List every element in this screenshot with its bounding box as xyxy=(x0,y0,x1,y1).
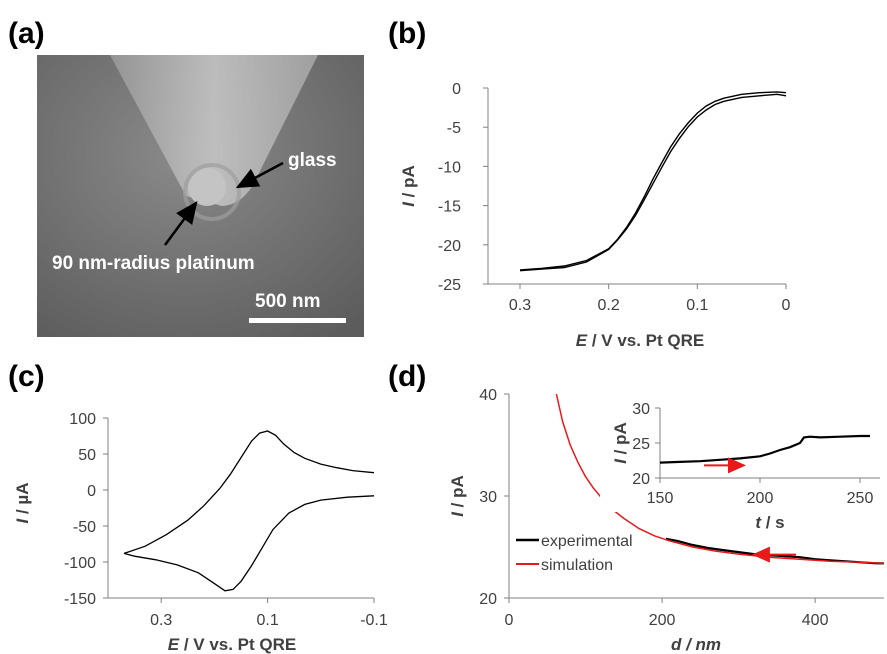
y-axis-title-rest: / pA xyxy=(448,475,467,512)
y-tick-label: 50 xyxy=(78,447,96,464)
x-tick-label: 0 xyxy=(505,612,514,629)
glass-tip xyxy=(110,55,318,206)
inset-y-tick-label: 30 xyxy=(632,401,650,418)
y-axis-title: I / µA xyxy=(13,483,32,524)
y-tick-label: 20 xyxy=(479,591,497,608)
x-tick-label: 0.3 xyxy=(150,612,172,629)
panel-label-b: (b) xyxy=(388,17,426,50)
x-axis-title-rest: / V vs. Pt QRE xyxy=(587,331,704,350)
y-axis-title-italic: I xyxy=(399,201,418,207)
x-tick-label: 200 xyxy=(649,612,676,629)
inset-x-axis-title-italic: t xyxy=(755,513,762,532)
x-tick-label: 400 xyxy=(802,612,829,629)
inset-x-axis-title: t / s xyxy=(755,513,784,532)
cv-line-2 xyxy=(519,93,787,272)
legend-label-simulation: simulation xyxy=(541,557,613,574)
y-axis-title-italic: I xyxy=(448,511,467,517)
inset-x-tick-label: 150 xyxy=(647,490,674,507)
glass-arrow xyxy=(235,161,284,189)
sem-image: glass 90 nm-radius platinum 500 nm xyxy=(37,55,364,337)
platinum-arrow xyxy=(163,200,198,246)
x-tick-label: -0.1 xyxy=(360,612,388,629)
y-tick-label: -25 xyxy=(438,277,461,294)
simulation-line xyxy=(555,393,885,565)
y-tick-label: 40 xyxy=(479,387,497,404)
x-axis-title: E / V vs. Pt QRE xyxy=(168,635,297,654)
y-tick-label: -50 xyxy=(73,519,96,536)
cv-line-1 xyxy=(519,91,787,271)
x-axis-title-italic: E xyxy=(576,331,588,350)
glass-label: glass xyxy=(288,150,337,171)
chart-d-inset: 150 200 250 30 25 20 t / s I / pA xyxy=(600,396,884,532)
inset-y-axis-title: I / pA xyxy=(611,422,630,464)
platinum-disk xyxy=(188,168,226,206)
scale-bar-label: 500 nm xyxy=(255,291,320,312)
platinum-label: 90 nm-radius platinum xyxy=(52,253,255,274)
y-axis-title-rest: / µA xyxy=(13,483,32,519)
y-tick-label: -10 xyxy=(438,159,461,176)
y-tick-label: 0 xyxy=(452,81,461,98)
cv-line-1 xyxy=(123,430,375,555)
x-tick-label: 0 xyxy=(782,297,791,314)
x-tick-label: 0.2 xyxy=(598,297,620,314)
y-axis-title: I / pA xyxy=(399,165,418,207)
inset-x-axis-title-rest: / s xyxy=(761,513,785,532)
y-axis-title-rest: / pA xyxy=(399,165,418,202)
legend-label-experimental: experimental xyxy=(541,533,633,550)
y-tick-label: 100 xyxy=(69,411,96,428)
x-axis-title-rest: / V vs. Pt QRE xyxy=(179,635,296,654)
inset-y-axis-title-italic: I xyxy=(611,458,630,464)
chart-c: 0.3 0.1 -0.1 100 50 0 -50 -100 -150 E / V vs. Pt … xyxy=(13,411,388,654)
chart-b: 0.3 0.2 0.1 0 0 -5 -10 -15 -20 -25 E / V vs. Pt QR… xyxy=(399,81,791,350)
y-tick-label: -20 xyxy=(438,238,461,255)
x-tick-label: 0.1 xyxy=(256,612,278,629)
y-axis-title-italic: I xyxy=(13,517,32,523)
cv-line-2 xyxy=(123,495,375,592)
panel-label-c: (c) xyxy=(8,360,45,393)
panel-label-a: (a) xyxy=(8,17,45,50)
x-axis-title-italic: d / nm xyxy=(671,635,721,654)
inset-background xyxy=(600,396,884,512)
inset-current-line xyxy=(659,434,870,464)
inset-x-tick-label: 250 xyxy=(847,490,874,507)
chart-d: 0 200 400 40 30 20 experimental simulation d / n… xyxy=(448,387,885,654)
y-tick-label: -15 xyxy=(438,199,461,216)
x-axis-title: d / nm xyxy=(671,635,721,654)
glass-sheath xyxy=(183,163,241,221)
x-tick-label: 0.3 xyxy=(509,297,531,314)
inset-y-axis-title-rest: / pA xyxy=(611,422,630,459)
y-tick-label: 30 xyxy=(479,489,497,506)
inset-x-tick-label: 200 xyxy=(747,490,774,507)
inset-y-tick-label: 25 xyxy=(632,436,650,453)
inset-y-tick-label: 20 xyxy=(632,471,650,488)
y-tick-label: -5 xyxy=(447,120,461,137)
y-tick-label: -150 xyxy=(64,591,96,608)
x-axis-title: E / V vs. Pt QRE xyxy=(576,331,705,350)
y-tick-label: 0 xyxy=(87,483,96,500)
x-tick-label: 0.1 xyxy=(686,297,708,314)
scale-bar xyxy=(249,318,346,323)
y-tick-label: -100 xyxy=(64,555,96,572)
panel-label-d: (d) xyxy=(388,360,426,393)
y-axis-title: I / pA xyxy=(448,475,467,517)
x-axis-title-italic: E xyxy=(168,635,180,654)
experimental-line xyxy=(665,537,884,565)
